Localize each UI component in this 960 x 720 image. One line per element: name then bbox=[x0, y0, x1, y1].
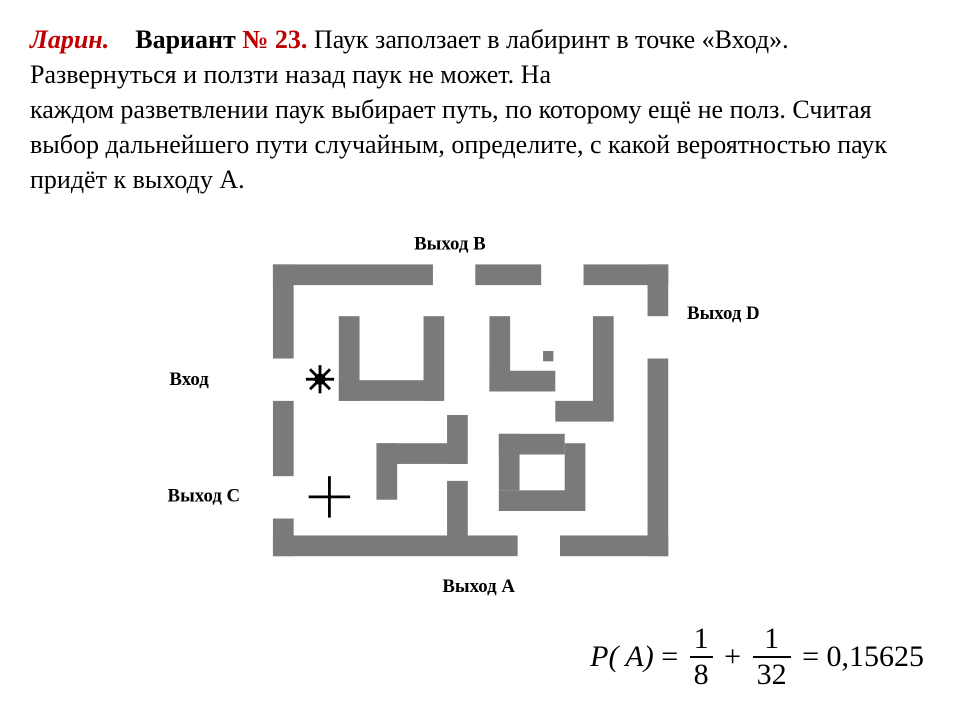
formula-eq1: = bbox=[661, 640, 678, 673]
spider-icon bbox=[306, 366, 334, 394]
formula-result: 0,15625 bbox=[827, 640, 925, 673]
author: Ларин. bbox=[30, 25, 109, 54]
formula-eq2: = bbox=[802, 640, 819, 673]
variant-number: № 23. bbox=[242, 25, 307, 54]
fraction-2-num: 1 bbox=[753, 622, 791, 658]
maze-walls bbox=[273, 265, 668, 557]
label-entry: Вход bbox=[169, 369, 209, 390]
formula-plus: + bbox=[724, 640, 741, 673]
fraction-2: 1 32 bbox=[749, 622, 795, 692]
fraction-1-den: 8 bbox=[690, 658, 713, 692]
problem-text-1: Паук заползает в лабиринт в точке «Вход»… bbox=[314, 25, 789, 54]
fraction-2-den: 32 bbox=[753, 658, 791, 692]
problem-statement: Ларин. Вариант № 23. Паук заползает в ла… bbox=[0, 0, 960, 207]
problem-text-2: Развернуться и ползти назад паук не може… bbox=[30, 60, 551, 89]
fraction-1-num: 1 bbox=[690, 622, 713, 658]
label-exit-d: Выход D bbox=[687, 303, 760, 324]
formula-lhs: P( A) bbox=[590, 640, 654, 673]
cross-icon bbox=[309, 477, 350, 518]
probability-formula: P( A) = 1 8 + 1 32 = 0,15625 bbox=[590, 622, 924, 692]
label-exit-a: Выход A bbox=[442, 576, 515, 597]
maze-svg: Выход B Выход D Вход Выход C Выход A bbox=[160, 215, 800, 615]
label-exit-b: Выход B bbox=[414, 234, 486, 255]
variant-word: Вариант bbox=[135, 25, 236, 54]
label-exit-c: Выход C bbox=[168, 486, 241, 507]
problem-text-3: каждом разветвлении паук выбирает путь, … bbox=[30, 95, 887, 194]
maze-diagram: Выход B Выход D Вход Выход C Выход A bbox=[0, 215, 960, 620]
fraction-1: 1 8 bbox=[686, 622, 717, 692]
